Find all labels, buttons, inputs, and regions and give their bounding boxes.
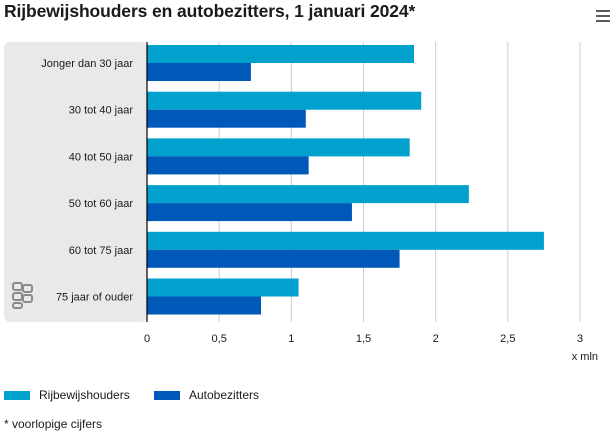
category-label: 75 jaar of ouder	[56, 292, 133, 304]
legend-swatch-autobezitters	[154, 390, 180, 400]
hamburger-menu-icon[interactable]	[596, 10, 610, 24]
bar-rijbewijshouders[interactable]	[147, 278, 299, 297]
legend-swatch-rijbewijshouders	[4, 390, 30, 400]
bar-autobezitters[interactable]	[147, 109, 306, 128]
x-tick-label: 0,5	[212, 333, 227, 345]
category-label: Jonger dan 30 jaar	[41, 58, 133, 70]
category-band	[4, 42, 147, 322]
bar-autobezitters[interactable]	[147, 156, 309, 175]
x-tick-labels: 0 0,5 1 1,5 2 2,5 3	[144, 333, 583, 345]
legend-label-rijbewijshouders: Rijbewijshouders	[39, 388, 130, 402]
category-label: 40 tot 50 jaar	[69, 151, 134, 163]
chart-title: Rijbewijshouders en autobezitters, 1 jan…	[4, 1, 416, 21]
cbs-logo-icon	[12, 282, 33, 309]
bar-rijbewijshouders[interactable]	[147, 45, 415, 63]
bars	[147, 45, 544, 315]
footnote: * voorlopige cijfers	[4, 417, 103, 431]
category-label: 30 tot 40 jaar	[69, 105, 134, 117]
bar-rijbewijshouders[interactable]	[147, 91, 422, 110]
legend-item-rijbewijshouders[interactable]: Rijbewijshouders	[4, 388, 130, 402]
bar-autobezitters[interactable]	[147, 296, 262, 315]
legend-label-autobezitters: Autobezitters	[189, 388, 260, 402]
gridlines	[218, 42, 581, 322]
bar-rijbewijshouders[interactable]	[147, 138, 410, 157]
bar-chart: Jonger dan 30 jaar 30 tot 40 jaar 40 tot 5…	[4, 42, 598, 363]
bar-autobezitters[interactable]	[147, 203, 352, 222]
category-label: 50 tot 60 jaar	[69, 198, 134, 210]
x-tick-label: 2	[433, 333, 439, 345]
bar-autobezitters[interactable]	[147, 63, 251, 81]
x-axis-label: x mln	[572, 351, 598, 363]
bar-autobezitters[interactable]	[147, 249, 400, 268]
bar-rijbewijshouders[interactable]	[147, 185, 469, 204]
legend-item-autobezitters[interactable]: Autobezitters	[154, 388, 259, 402]
x-tick-label: 3	[577, 333, 583, 345]
category-label: 60 tot 75 jaar	[69, 245, 134, 257]
x-tick-label: 1	[288, 333, 294, 345]
x-tick-label: 2,5	[500, 333, 515, 345]
x-tick-label: 0	[144, 333, 150, 345]
x-tick-label: 1,5	[356, 333, 371, 345]
category-labels: Jonger dan 30 jaar 30 tot 40 jaar 40 tot 5…	[41, 58, 133, 304]
bar-rijbewijshouders[interactable]	[147, 231, 544, 250]
